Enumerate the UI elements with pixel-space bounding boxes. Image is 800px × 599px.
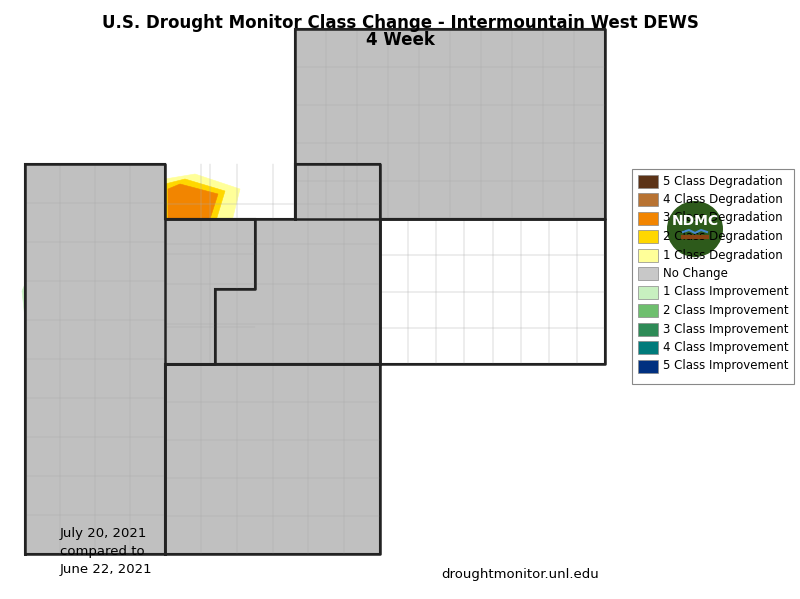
Polygon shape [295, 169, 355, 219]
Polygon shape [298, 239, 345, 289]
Polygon shape [295, 29, 605, 219]
Polygon shape [38, 481, 125, 544]
Polygon shape [163, 254, 218, 304]
Polygon shape [360, 129, 470, 219]
Polygon shape [390, 259, 445, 309]
Polygon shape [545, 154, 605, 199]
Polygon shape [380, 219, 605, 364]
Polygon shape [35, 199, 105, 259]
Bar [638, 249, 658, 262]
Polygon shape [332, 421, 378, 479]
Bar [638, 304, 658, 317]
Polygon shape [165, 179, 225, 224]
Text: 3 Class Improvement: 3 Class Improvement [663, 322, 789, 335]
Bar [638, 230, 658, 243]
Polygon shape [185, 364, 265, 409]
Text: 3 Class Degradation: 3 Class Degradation [663, 211, 782, 225]
Bar [632, 169, 794, 384]
Polygon shape [190, 519, 235, 554]
Polygon shape [295, 31, 410, 79]
Polygon shape [225, 469, 300, 519]
Polygon shape [30, 389, 115, 479]
Polygon shape [330, 139, 450, 214]
Bar [638, 267, 658, 280]
Circle shape [653, 187, 737, 271]
Text: U.S. Drought Monitor Class Change - Intermountain West DEWS: U.S. Drought Monitor Class Change - Inte… [102, 14, 698, 32]
Text: droughtmonitor.unl.edu: droughtmonitor.unl.edu [441, 568, 599, 581]
Polygon shape [22, 261, 85, 319]
Polygon shape [25, 321, 90, 379]
Polygon shape [196, 525, 228, 549]
Polygon shape [455, 289, 515, 339]
Bar [638, 286, 658, 298]
Bar [638, 193, 658, 206]
Bar [638, 322, 658, 335]
Text: NATIONAL DROUGHT MITIGATION CENTER: NATIONAL DROUGHT MITIGATION CENTER [658, 190, 732, 194]
Text: UNIVERSITY OF NEBRASKA: UNIVERSITY OF NEBRASKA [672, 264, 718, 268]
Polygon shape [385, 51, 470, 99]
Polygon shape [348, 149, 440, 209]
Text: 2 Class Improvement: 2 Class Improvement [663, 304, 789, 317]
Bar [638, 211, 658, 225]
Polygon shape [25, 164, 255, 554]
Polygon shape [125, 334, 167, 369]
Polygon shape [165, 164, 380, 364]
Circle shape [667, 201, 723, 257]
Polygon shape [105, 404, 167, 474]
Polygon shape [295, 29, 400, 89]
Polygon shape [165, 174, 240, 229]
Polygon shape [72, 169, 145, 229]
Text: 5 Class Degradation: 5 Class Degradation [663, 174, 782, 187]
Polygon shape [215, 229, 285, 319]
Text: 1 Class Improvement: 1 Class Improvement [663, 286, 789, 298]
Bar [638, 341, 658, 354]
Polygon shape [465, 29, 605, 109]
Polygon shape [490, 154, 570, 204]
Polygon shape [275, 299, 365, 364]
Polygon shape [165, 379, 205, 414]
Text: July 20, 2021
compared to
June 22, 2021: July 20, 2021 compared to June 22, 2021 [60, 527, 153, 576]
Text: 5 Class Improvement: 5 Class Improvement [663, 359, 789, 373]
Polygon shape [295, 129, 460, 219]
Text: No Change: No Change [663, 267, 728, 280]
Polygon shape [375, 44, 490, 109]
Bar [638, 174, 658, 187]
Text: 2 Class Degradation: 2 Class Degradation [663, 230, 782, 243]
Polygon shape [325, 489, 378, 554]
Polygon shape [302, 246, 340, 284]
Polygon shape [255, 379, 340, 429]
Bar [638, 359, 658, 373]
Polygon shape [165, 364, 380, 554]
Text: 1 Class Degradation: 1 Class Degradation [663, 249, 782, 262]
Text: 4 Class Improvement: 4 Class Improvement [663, 341, 789, 354]
Polygon shape [168, 184, 218, 219]
Text: 4 Week: 4 Week [366, 31, 434, 49]
Circle shape [660, 194, 730, 264]
Polygon shape [88, 247, 158, 304]
Text: 4 Class Degradation: 4 Class Degradation [663, 193, 782, 206]
Polygon shape [295, 434, 365, 499]
Polygon shape [530, 29, 605, 89]
Text: NDMC: NDMC [671, 214, 718, 228]
Polygon shape [295, 29, 605, 109]
